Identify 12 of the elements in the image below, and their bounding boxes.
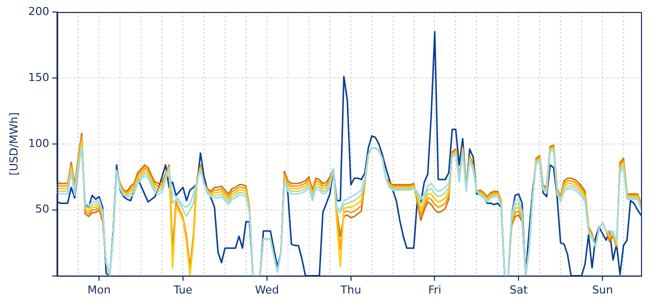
- x-tick-label: Wed: [254, 283, 279, 296]
- x-tick-label: Sun: [592, 283, 614, 296]
- y-tick-label: 200: [28, 4, 50, 18]
- x-tick-label: Sat: [510, 283, 528, 296]
- y-tick-label: 100: [28, 136, 50, 150]
- y-tick-label: 150: [28, 70, 50, 84]
- y-tick-label: 50: [35, 202, 50, 216]
- x-tick-label: Mon: [88, 283, 111, 296]
- y-axis-title: [USD/MWh]: [7, 112, 20, 176]
- x-tick-label: Tue: [172, 283, 193, 296]
- x-tick-label: Fri: [428, 283, 442, 296]
- x-tick-label: Thu: [340, 283, 362, 296]
